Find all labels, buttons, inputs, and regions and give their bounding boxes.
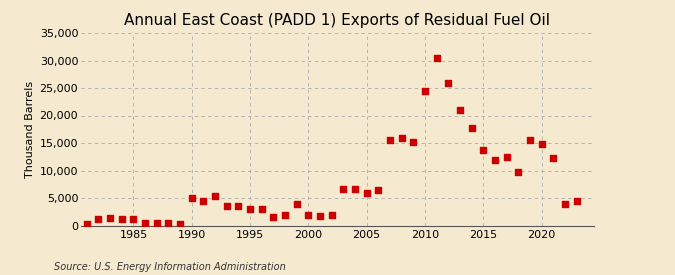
- Point: [268, 214, 279, 219]
- Point: [466, 125, 477, 130]
- Point: [513, 169, 524, 174]
- Point: [244, 207, 255, 211]
- Point: [279, 212, 290, 217]
- Point: [326, 212, 337, 217]
- Point: [210, 194, 221, 199]
- Point: [560, 201, 570, 206]
- Point: [140, 221, 151, 225]
- Point: [501, 155, 512, 159]
- Point: [116, 217, 127, 221]
- Point: [221, 204, 232, 208]
- Point: [431, 56, 442, 60]
- Point: [233, 204, 244, 208]
- Point: [303, 212, 314, 217]
- Point: [93, 217, 104, 221]
- Y-axis label: Thousand Barrels: Thousand Barrels: [26, 81, 35, 178]
- Point: [350, 186, 360, 191]
- Point: [571, 199, 582, 203]
- Point: [443, 80, 454, 85]
- Point: [489, 157, 500, 162]
- Point: [256, 207, 267, 211]
- Point: [292, 201, 302, 206]
- Point: [315, 213, 325, 218]
- Point: [105, 216, 115, 221]
- Title: Annual East Coast (PADD 1) Exports of Residual Fuel Oil: Annual East Coast (PADD 1) Exports of Re…: [124, 13, 551, 28]
- Point: [385, 138, 396, 142]
- Point: [186, 196, 197, 200]
- Point: [454, 108, 465, 112]
- Point: [175, 222, 186, 227]
- Point: [163, 221, 174, 226]
- Point: [478, 147, 489, 152]
- Point: [361, 190, 372, 195]
- Point: [408, 140, 418, 144]
- Point: [198, 199, 209, 203]
- Point: [396, 135, 407, 140]
- Point: [548, 156, 559, 160]
- Point: [536, 142, 547, 146]
- Point: [338, 186, 349, 191]
- Point: [151, 221, 162, 226]
- Point: [524, 138, 535, 142]
- Point: [420, 89, 431, 93]
- Text: Source: U.S. Energy Information Administration: Source: U.S. Energy Information Administ…: [54, 262, 286, 271]
- Point: [128, 217, 139, 222]
- Point: [82, 222, 92, 227]
- Point: [373, 188, 383, 192]
